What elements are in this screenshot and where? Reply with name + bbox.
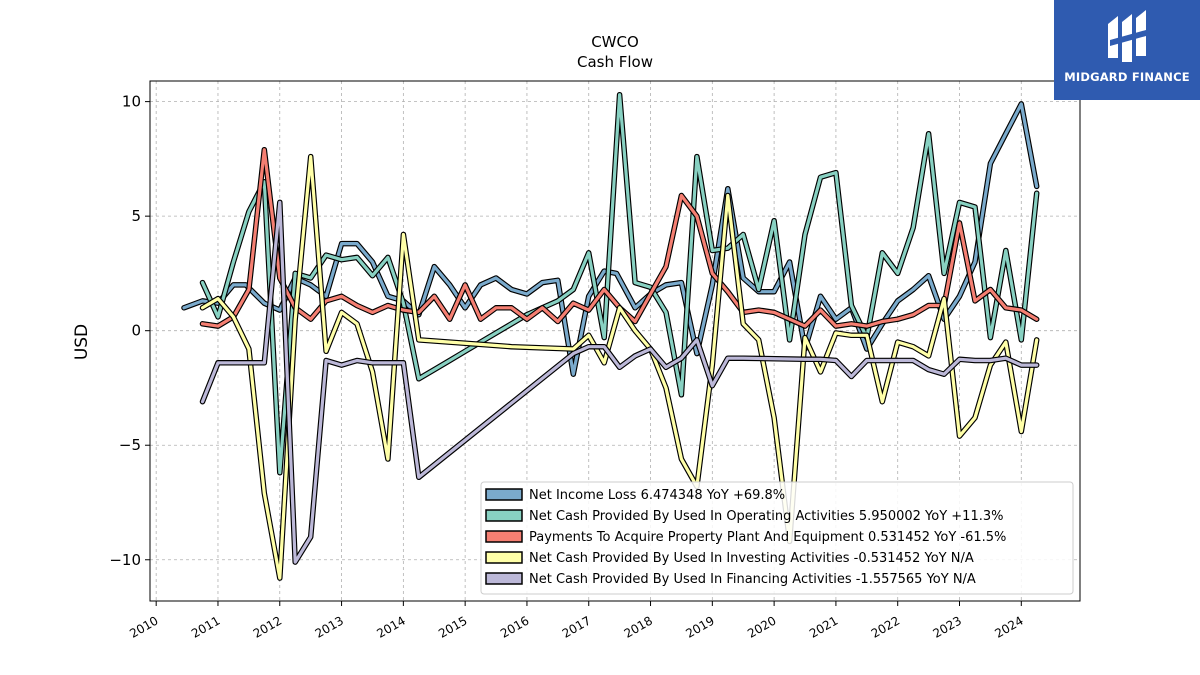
midgard-finance-logo: MIDGARD FINANCE (1054, 0, 1200, 100)
legend-swatch (485, 488, 523, 501)
x-tick-label: 2019 (683, 613, 716, 640)
legend-entry: Net Cash Provided By Used In Financing A… (529, 572, 976, 587)
legend-box (480, 481, 1074, 595)
y-tick-label: 5 (131, 207, 141, 225)
x-tick-label: 2018 (622, 613, 655, 640)
x-tick-label: 2022 (869, 613, 902, 640)
y-axis: 10 5 0 −5 −10 (109, 93, 150, 569)
x-tick-label: 2012 (251, 613, 284, 640)
chart-subtitle: Cash Flow (577, 53, 653, 71)
x-tick-label: 2010 (127, 613, 160, 640)
logo-text: MIDGARD FINANCE (1064, 70, 1190, 84)
legend-entry: Net Income Loss 6.474348 YoY +69.8% (529, 488, 785, 503)
y-axis-label: USD (72, 324, 92, 360)
legend-entry: Payments To Acquire Property Plant And E… (529, 530, 1006, 545)
x-tick-label: 2013 (313, 613, 346, 640)
legend-swatch (485, 551, 523, 564)
x-tick-label: 2020 (745, 613, 778, 640)
plot-frame (149, 80, 1081, 602)
x-axis: 2010 2011 2012 2013 2014 2015 2016 2017 2018 2019… (127, 601, 1026, 641)
y-tick-label: −5 (119, 436, 141, 454)
legend: Net Income Loss 6.474348 YoY +69.8% Net C… (480, 481, 1074, 595)
y-tick-label: 10 (122, 93, 141, 111)
x-tick-label: 2011 (189, 613, 222, 640)
legend-swatch (485, 509, 523, 522)
x-tick-label: 2017 (560, 613, 593, 640)
series-lines (181, 91, 1040, 581)
chart-title: CWCO (591, 33, 639, 51)
x-tick-label: 2023 (931, 613, 964, 640)
series-line-net-cash-provided-by-used-in-financing-activities (200, 200, 1039, 564)
legend-entry: Net Cash Provided By Used In Operating A… (529, 509, 1003, 524)
logo-mark-icon (1108, 10, 1146, 62)
x-tick-label: 2016 (498, 613, 531, 640)
x-tick-label: 2015 (436, 613, 469, 640)
legend-swatch (485, 530, 523, 543)
y-tick-label: 0 (131, 322, 141, 340)
series-line-net-cash-provided-by-used-in-operating-activities (200, 93, 1039, 475)
legend-swatch (485, 572, 523, 585)
series-line-net-cash-provided-by-used-in-investing-activities (200, 155, 1039, 580)
x-tick-label: 2024 (992, 613, 1025, 640)
y-tick-label: −10 (109, 551, 141, 569)
x-tick-label: 2014 (374, 613, 407, 640)
x-tick-label: 2021 (807, 613, 840, 640)
legend-entry: Net Cash Provided By Used In Investing A… (529, 551, 974, 566)
